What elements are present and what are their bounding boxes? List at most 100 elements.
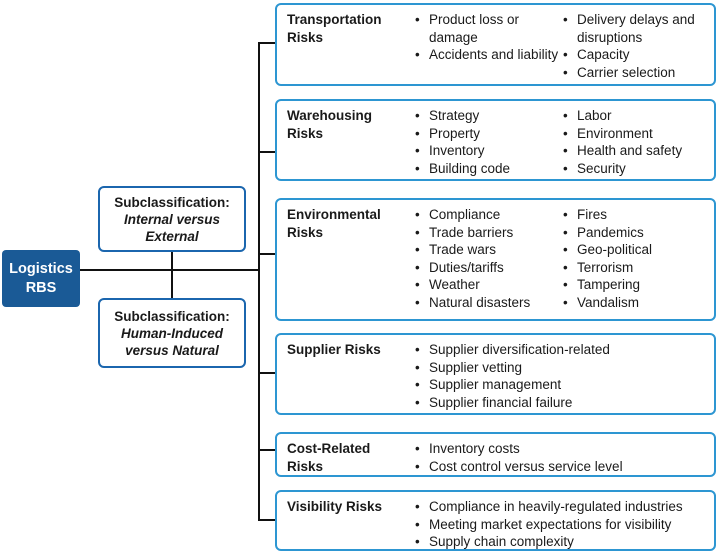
risk-box-column-2: • Fires • Pandemics • Geo-political • Terror… bbox=[563, 206, 706, 311]
subclassification-human-natural: Subclassification: Human-Induced versus … bbox=[98, 298, 246, 368]
bullet-icon: • bbox=[415, 277, 420, 293]
risk-box-title: Transportation Risks bbox=[287, 12, 382, 45]
bullet-icon: • bbox=[563, 242, 568, 258]
risk-box-cost-related: Cost-Related Risks • Inventory costs • Cos… bbox=[275, 432, 716, 477]
list-item: • Duties/tariffs bbox=[415, 259, 504, 275]
bullet-icon: • bbox=[415, 458, 420, 474]
subclassification-value: Internal versus External bbox=[123, 211, 221, 244]
bullet-icon: • bbox=[563, 160, 568, 176]
connector-stub-supplier bbox=[258, 372, 277, 374]
bullet-icon: • bbox=[415, 259, 420, 275]
bullet-icon: • bbox=[415, 377, 420, 393]
list-item: • Trade barriers bbox=[415, 224, 514, 240]
risk-box-title: Supplier Risks bbox=[287, 342, 381, 357]
connector-root-trunk bbox=[80, 269, 260, 271]
bullet-icon: • bbox=[563, 259, 568, 275]
list-item: • Product loss or damage bbox=[415, 12, 520, 45]
list-item: • Property bbox=[415, 125, 481, 141]
bullet-icon: • bbox=[563, 47, 568, 63]
list-item: • Supplier vetting bbox=[415, 359, 523, 375]
list-item: • Supplier diversification-related bbox=[415, 342, 610, 357]
list-item: • Inventory costs bbox=[415, 441, 520, 456]
risk-box-transportation: Transportation Risks • Product loss or da… bbox=[275, 3, 716, 86]
subclassification-prefix: Subclassification: bbox=[114, 194, 230, 210]
risk-box-column-1: • Inventory costs • Cost control versus se… bbox=[415, 440, 706, 475]
list-item: • Building code bbox=[415, 160, 511, 176]
risk-box-warehousing: Warehousing Risks • Strategy • Property • I… bbox=[275, 99, 716, 181]
bullet-icon: • bbox=[563, 12, 568, 27]
list-item: • Vandalism bbox=[563, 294, 640, 310]
list-item: • Cost control versus service level bbox=[415, 458, 623, 474]
list-item: • Natural disasters bbox=[415, 294, 531, 310]
bullet-icon: • bbox=[415, 394, 420, 410]
risk-box-column-2: • Delivery delays and disruptions • Capaci… bbox=[563, 11, 706, 81]
bullet-icon: • bbox=[563, 207, 568, 222]
list-item: • Terrorism bbox=[563, 259, 634, 275]
list-item: • Carrier selection bbox=[563, 64, 676, 80]
connector-stub-transportation bbox=[258, 42, 277, 44]
list-item: • Trade wars bbox=[415, 242, 497, 258]
bullet-icon: • bbox=[415, 516, 420, 532]
bullet-icon: • bbox=[415, 294, 420, 310]
list-item: • Weather bbox=[415, 277, 480, 293]
connector-stub-visibility bbox=[258, 519, 277, 521]
risk-box-column-1: • Compliance in heavily-regulated industr… bbox=[415, 498, 706, 551]
risk-box-column-1: • Strategy • Property • Inventory • Building… bbox=[415, 107, 563, 177]
bullet-icon: • bbox=[415, 224, 420, 240]
list-item: • Capacity bbox=[563, 47, 630, 63]
subclassification-value: Human-Induced versus Natural bbox=[120, 325, 223, 358]
list-item: • Environment bbox=[563, 125, 653, 141]
risk-box-title: Visibility Risks bbox=[287, 499, 383, 514]
risk-box-visibility: Visibility Risks • Compliance in heavily-… bbox=[275, 490, 716, 551]
bullet-icon: • bbox=[563, 224, 568, 240]
bullet-icon: • bbox=[415, 125, 420, 141]
list-item: • Fires bbox=[563, 207, 607, 222]
root-node-label: Logistics RBS bbox=[9, 261, 73, 296]
bullet-icon: • bbox=[415, 207, 420, 222]
connector-stub-cost-related bbox=[258, 449, 277, 451]
risk-box-supplier: Supplier Risks • Supplier diversification… bbox=[275, 333, 716, 415]
list-item: • Labor bbox=[563, 108, 612, 123]
list-item: • Compliance in heavily-regulated industr… bbox=[415, 499, 683, 514]
bullet-icon: • bbox=[563, 277, 568, 293]
bullet-icon: • bbox=[415, 441, 420, 456]
list-item: • Supplier management bbox=[415, 377, 562, 393]
connector-stub-environmental bbox=[258, 253, 277, 255]
risk-box-title: Environmental Risks bbox=[287, 207, 381, 240]
bullet-icon: • bbox=[415, 47, 420, 63]
list-item: • Supply chain complexity bbox=[415, 534, 574, 550]
bullet-icon: • bbox=[415, 143, 420, 159]
list-item: • Pandemics bbox=[563, 224, 644, 240]
risk-box-column-1: • Product loss or damage • Accidents and l… bbox=[415, 11, 563, 64]
risk-box-column-2: • Labor • Environment • Health and safety •… bbox=[563, 107, 706, 177]
list-item: • Compliance bbox=[415, 207, 501, 222]
connector-trunk-vertical bbox=[258, 42, 260, 521]
subclassification-prefix: Subclassification: bbox=[114, 308, 230, 324]
subclassification-internal-external: Subclassification: Internal versus Exter… bbox=[98, 186, 246, 252]
bullet-icon: • bbox=[563, 108, 568, 123]
list-item: • Geo-political bbox=[563, 242, 653, 258]
bullet-icon: • bbox=[415, 12, 420, 27]
connector-subclassifications bbox=[171, 252, 173, 300]
bullet-icon: • bbox=[563, 125, 568, 141]
list-item: • Supplier financial failure bbox=[415, 394, 573, 410]
risk-box-title: Warehousing Risks bbox=[287, 108, 373, 141]
bullet-icon: • bbox=[415, 108, 420, 123]
bullet-icon: • bbox=[415, 534, 420, 550]
bullet-icon: • bbox=[415, 242, 420, 258]
bullet-icon: • bbox=[415, 359, 420, 375]
list-item: • Accidents and liability bbox=[415, 47, 559, 63]
bullet-icon: • bbox=[563, 143, 568, 159]
bullet-icon: • bbox=[563, 294, 568, 310]
risk-box-environmental: Environmental Risks • Compliance • Trade b… bbox=[275, 198, 716, 321]
connector-stub-warehousing bbox=[258, 151, 277, 153]
risk-box-column-1: • Compliance • Trade barriers • Trade wars … bbox=[415, 206, 563, 311]
list-item: • Security bbox=[563, 160, 626, 176]
list-item: • Health and safety bbox=[563, 143, 683, 159]
root-node-logistics-rbs: Logistics RBS bbox=[2, 250, 80, 307]
list-item: • Tampering bbox=[563, 277, 641, 293]
list-item: • Delivery delays and disruptions bbox=[563, 12, 695, 45]
bullet-icon: • bbox=[415, 342, 420, 357]
list-item: • Strategy bbox=[415, 108, 480, 123]
